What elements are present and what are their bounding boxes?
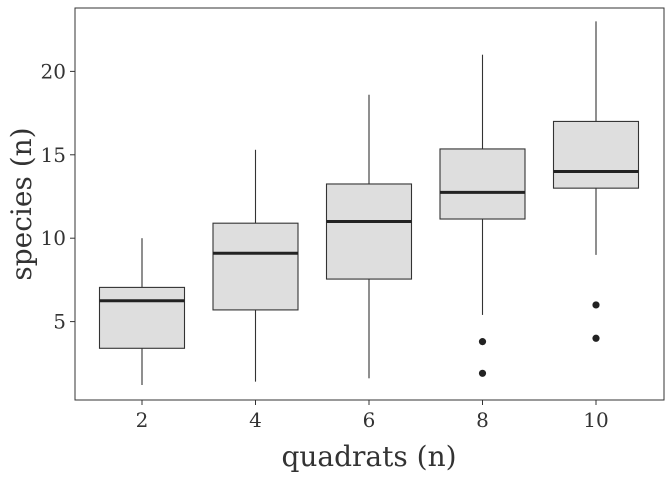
x-tick-label-10: 10 [583, 408, 608, 432]
y-tick-label-5: 5 [53, 310, 66, 334]
x-axis-title: quadrats (n) [281, 440, 456, 473]
x-tick-label-8: 8 [476, 408, 489, 432]
y-axis-title: species (n) [5, 127, 38, 280]
box-group-10 [552, 21, 640, 342]
y-tick-label-15: 15 [41, 143, 66, 167]
box-group-2 [98, 238, 186, 385]
box-4 [212, 222, 299, 311]
y-tick-label-20: 20 [41, 59, 66, 83]
x-tick-label-2: 2 [136, 408, 149, 432]
y-tick-label-10: 10 [41, 226, 66, 250]
box-6 [325, 183, 413, 280]
outlier-point-10-1 [592, 301, 600, 309]
box-2 [98, 286, 186, 349]
box-group-8 [439, 54, 526, 377]
outlier-point-8-1 [478, 338, 487, 346]
box-8 [439, 148, 526, 220]
outlier-point-8-2 [478, 369, 487, 377]
box-group-6 [325, 94, 413, 379]
y-axis: 5 10 15 20 [41, 59, 75, 334]
box-10 [552, 120, 640, 189]
x-axis: 2 4 6 8 10 [136, 400, 609, 432]
box-group-4 [212, 149, 299, 382]
x-tick-label-6: 6 [363, 408, 376, 432]
plot-marks [98, 21, 640, 385]
outlier-point-10-2 [592, 334, 600, 342]
x-tick-label-4: 4 [249, 408, 262, 432]
